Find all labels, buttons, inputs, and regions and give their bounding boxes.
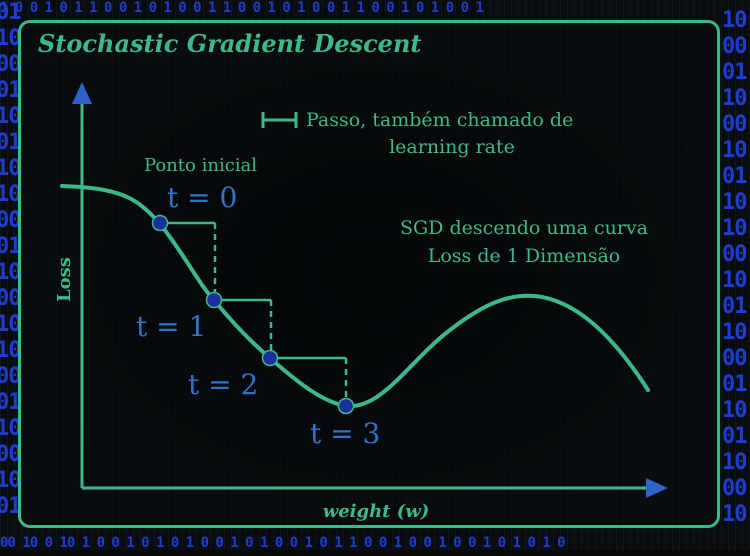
step-point-3 [337,397,355,415]
binary-edge-bottom: 00 10 0 10 1 0 0 1 0 1 0 1 0 0 1 0 1 0 0… [0,535,566,551]
step-point-2 [261,349,279,367]
description-line2: Loss de 1 Dimensão [428,245,621,267]
step-legend-line2: learning rate [389,136,515,158]
description-line1: SGD descendo uma curva [400,217,648,239]
step-label-3: t = 3 [310,417,380,450]
binary-edge-right: 10 00 01 10 00 10 01 10 10 00 10 01 10 0… [722,8,747,527]
x-axis-arrow-icon [646,478,668,498]
step-point-1 [205,291,223,309]
step-legend: Passo, também chamado de learning rate [261,109,573,158]
y-axis-arrow-icon [72,82,92,104]
loss-curve [60,184,650,409]
x-axis-label: weight (w) [323,501,430,522]
diagram-frame [18,20,720,528]
diagram-title: Stochastic Gradient Descent [38,29,421,58]
y-axis-label: Loss [54,257,75,302]
step-legend-line1: Passo, também chamado de [306,109,573,131]
binary-edge-top: 1 0 0 1 0 1 1 0 0 1 0 1 0 0 1 1 0 0 1 0 … [0,0,484,16]
step-label-2: t = 2 [188,368,258,401]
step-label-0: t = 0 [167,181,237,214]
step-label-1: t = 1 [136,310,206,343]
binary-edge-left: 01 10 00 01 10 01 10 10 00 01 10 00 10 1… [0,0,21,519]
step-point-0 [151,214,169,232]
start-point-label: Ponto inicial [144,155,257,176]
